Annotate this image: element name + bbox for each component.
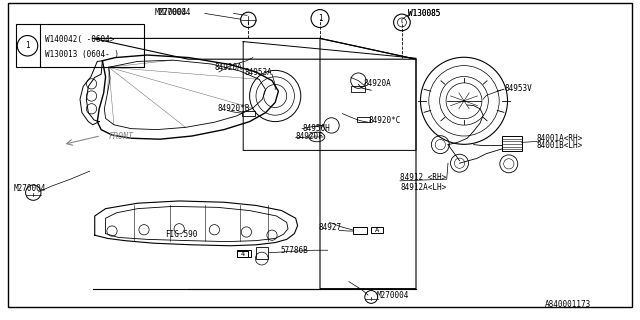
Text: M270004: M270004 bbox=[159, 8, 191, 17]
Text: 84956H: 84956H bbox=[302, 124, 330, 132]
Text: 84912A<LH>: 84912A<LH> bbox=[400, 183, 446, 192]
Text: 84920A: 84920A bbox=[364, 79, 391, 88]
Text: 84912 <RH>: 84912 <RH> bbox=[400, 173, 446, 182]
Text: 84920*C: 84920*C bbox=[368, 116, 401, 125]
Text: W130013 (0604- ): W130013 (0604- ) bbox=[45, 50, 119, 59]
Bar bbox=[357, 117, 370, 122]
Text: A: A bbox=[375, 227, 379, 233]
Text: W130085: W130085 bbox=[408, 9, 441, 18]
Bar bbox=[351, 86, 365, 92]
Bar bbox=[242, 111, 255, 116]
Text: M270004: M270004 bbox=[14, 184, 47, 193]
Text: FIG.590: FIG.590 bbox=[165, 230, 198, 239]
Text: 84920A: 84920A bbox=[214, 63, 242, 72]
Bar bbox=[371, 227, 383, 233]
Bar bbox=[16, 24, 144, 67]
Text: M270004: M270004 bbox=[155, 8, 188, 17]
Text: 1: 1 bbox=[25, 41, 30, 50]
Bar bbox=[237, 251, 248, 257]
Text: 4: 4 bbox=[241, 251, 244, 257]
Text: 84927: 84927 bbox=[319, 223, 342, 232]
Text: M270004: M270004 bbox=[376, 292, 409, 300]
Bar bbox=[256, 247, 268, 259]
Text: 84001B<LH>: 84001B<LH> bbox=[536, 141, 582, 150]
Text: W140042( -0604>: W140042( -0604> bbox=[45, 35, 114, 44]
Text: A840001173: A840001173 bbox=[545, 300, 591, 309]
Text: FRONT: FRONT bbox=[109, 132, 134, 141]
Bar bbox=[353, 227, 367, 234]
Text: 1: 1 bbox=[317, 14, 323, 23]
Bar bbox=[237, 250, 251, 257]
Text: 84953V: 84953V bbox=[504, 84, 532, 93]
Text: 84953A: 84953A bbox=[244, 68, 272, 77]
Text: 84001A<RH>: 84001A<RH> bbox=[536, 134, 582, 143]
Text: 84920*B: 84920*B bbox=[218, 104, 250, 113]
Text: 57786B: 57786B bbox=[280, 246, 308, 255]
Text: 84920F: 84920F bbox=[296, 132, 323, 141]
Bar bbox=[502, 136, 522, 151]
Text: W130085: W130085 bbox=[408, 9, 441, 18]
